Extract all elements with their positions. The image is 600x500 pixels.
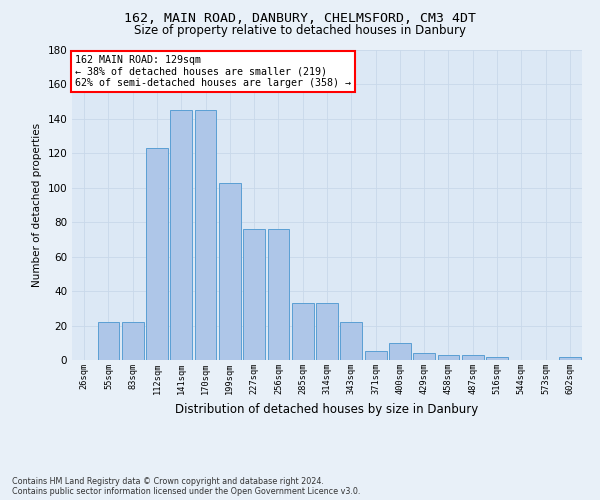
- Bar: [316, 303, 338, 360]
- Bar: [292, 303, 314, 360]
- Bar: [365, 352, 386, 360]
- Text: 162 MAIN ROAD: 129sqm
← 38% of detached houses are smaller (219)
62% of semi-det: 162 MAIN ROAD: 129sqm ← 38% of detached …: [74, 54, 350, 88]
- Bar: [122, 322, 143, 360]
- Bar: [170, 110, 192, 360]
- Y-axis label: Number of detached properties: Number of detached properties: [32, 123, 42, 287]
- Bar: [462, 355, 484, 360]
- Text: 162, MAIN ROAD, DANBURY, CHELMSFORD, CM3 4DT: 162, MAIN ROAD, DANBURY, CHELMSFORD, CM3…: [124, 12, 476, 26]
- Bar: [268, 229, 289, 360]
- Text: Contains HM Land Registry data © Crown copyright and database right 2024.
Contai: Contains HM Land Registry data © Crown c…: [12, 476, 361, 496]
- Bar: [219, 182, 241, 360]
- Bar: [389, 343, 411, 360]
- Bar: [97, 322, 119, 360]
- Bar: [340, 322, 362, 360]
- Bar: [146, 148, 168, 360]
- Bar: [194, 110, 217, 360]
- Bar: [243, 229, 265, 360]
- X-axis label: Distribution of detached houses by size in Danbury: Distribution of detached houses by size …: [175, 402, 479, 415]
- Bar: [413, 353, 435, 360]
- Text: Size of property relative to detached houses in Danbury: Size of property relative to detached ho…: [134, 24, 466, 37]
- Bar: [437, 355, 460, 360]
- Bar: [559, 356, 581, 360]
- Bar: [486, 356, 508, 360]
